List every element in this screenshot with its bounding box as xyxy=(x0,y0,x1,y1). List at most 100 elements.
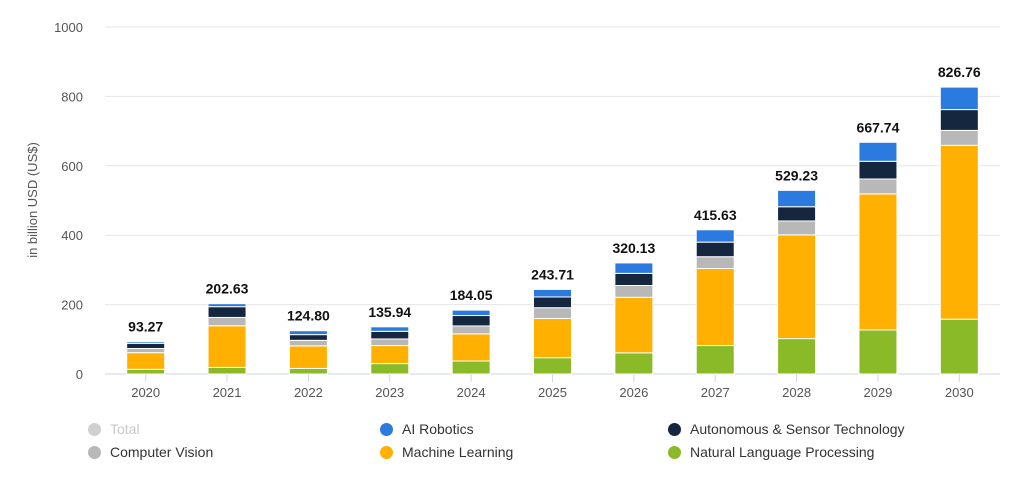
bar-segment-ai-robotics[interactable] xyxy=(614,262,654,274)
bar-segment-ai-robotics[interactable] xyxy=(370,326,410,332)
bar-segment-computer-vision[interactable] xyxy=(614,285,654,298)
legend-item-ai-robotics[interactable]: AI Robotics xyxy=(380,421,474,437)
total-data-label: 243.71 xyxy=(531,266,574,282)
bar-segment-autonomous-sensor-technology[interactable] xyxy=(858,160,898,180)
total-data-label: 135.94 xyxy=(368,304,411,320)
stacked-bar-chart: in billion USD (US$) 0 200 400 600 800 1000 20… xyxy=(25,20,1000,400)
y-tick-label: 0 xyxy=(76,367,83,382)
bar-segment-computer-vision[interactable] xyxy=(777,220,817,236)
bar-segment-autonomous-sensor-technology[interactable] xyxy=(695,241,735,258)
total-data-label: 184.05 xyxy=(450,287,493,303)
x-tick-label: 2023 xyxy=(375,385,404,400)
bar-segment-machine-learning[interactable] xyxy=(207,325,247,368)
bar-segment-machine-learning[interactable] xyxy=(695,268,735,347)
bar-segment-computer-vision[interactable] xyxy=(695,256,735,270)
x-tick-label: 2021 xyxy=(213,385,242,400)
bar-segment-ai-robotics[interactable] xyxy=(777,189,817,208)
legend-label: Autonomous & Sensor Technology xyxy=(690,421,905,437)
bar-segment-ai-robotics[interactable] xyxy=(288,330,328,336)
y-tick-label: 200 xyxy=(61,298,83,313)
bar-segment-machine-learning[interactable] xyxy=(939,144,979,320)
bar-segment-natural-language-processing[interactable] xyxy=(370,363,410,375)
x-tick-label: 2027 xyxy=(701,385,730,400)
bar-segment-natural-language-processing[interactable] xyxy=(451,360,491,375)
bar-segment-computer-vision[interactable] xyxy=(370,338,410,347)
legend-marker xyxy=(668,422,681,436)
legend-label: AI Robotics xyxy=(402,421,474,437)
bar-segment-natural-language-processing[interactable] xyxy=(288,367,328,375)
x-tick-label: 2028 xyxy=(782,385,811,400)
bar-segment-machine-learning[interactable] xyxy=(614,296,654,354)
bar-segment-autonomous-sensor-technology[interactable] xyxy=(614,272,654,287)
total-data-label: 415.63 xyxy=(694,207,737,223)
bar-segment-autonomous-sensor-technology[interactable] xyxy=(777,206,817,222)
bar-segment-autonomous-sensor-technology[interactable] xyxy=(533,296,572,309)
legend-item-total[interactable]: Total xyxy=(88,421,140,437)
legend-label: Computer Vision xyxy=(110,444,214,460)
total-data-label: 320.13 xyxy=(612,240,655,256)
x-tick-label: 2025 xyxy=(538,385,567,400)
bar-segment-autonomous-sensor-technology[interactable] xyxy=(451,315,491,327)
bar-segment-computer-vision[interactable] xyxy=(288,339,328,347)
bar-segment-natural-language-processing[interactable] xyxy=(126,368,166,375)
x-tick-label: 2026 xyxy=(619,385,648,400)
x-tick-label: 2029 xyxy=(863,385,892,400)
bar-segment-ai-robotics[interactable] xyxy=(695,229,735,243)
bar-segment-natural-language-processing[interactable] xyxy=(858,329,898,375)
total-data-label: 529.23 xyxy=(775,167,818,183)
bar-segment-machine-learning[interactable] xyxy=(370,345,410,365)
x-tick-label: 2020 xyxy=(131,385,160,400)
bar-segment-ai-robotics[interactable] xyxy=(939,86,979,111)
bar-segment-machine-learning[interactable] xyxy=(858,193,898,331)
legend-item-nlp[interactable]: Natural Language Processing xyxy=(668,444,874,460)
bar-segment-natural-language-processing[interactable] xyxy=(695,345,735,375)
legend-item-computer-vision[interactable]: Computer Vision xyxy=(88,444,213,460)
legend-marker xyxy=(88,445,101,459)
legend-marker xyxy=(380,445,393,459)
bar-segment-autonomous-sensor-technology[interactable] xyxy=(288,334,328,341)
y-tick-label: 800 xyxy=(61,89,83,104)
bar-segment-autonomous-sensor-technology[interactable] xyxy=(370,330,410,340)
bar-segment-natural-language-processing[interactable] xyxy=(939,318,979,375)
x-tick-label: 2030 xyxy=(945,385,974,400)
total-data-label: 124.80 xyxy=(287,308,330,324)
bar-segment-machine-learning[interactable] xyxy=(533,317,572,359)
bar-segment-machine-learning[interactable] xyxy=(777,234,817,340)
legend-item-machine-learning[interactable]: Machine Learning xyxy=(380,444,513,460)
bar-segment-computer-vision[interactable] xyxy=(126,347,166,354)
bar-segment-machine-learning[interactable] xyxy=(288,345,328,369)
legend-label: Natural Language Processing xyxy=(690,444,875,460)
legend-marker xyxy=(668,445,681,459)
bar-segment-computer-vision[interactable] xyxy=(939,129,979,146)
bar-segment-ai-robotics[interactable] xyxy=(207,303,247,308)
y-tick-label: 1000 xyxy=(54,20,83,35)
bar-segment-computer-vision[interactable] xyxy=(451,325,491,335)
bar-segment-ai-robotics[interactable] xyxy=(858,141,898,162)
legend-item-autonomous[interactable]: Autonomous & Sensor Technology xyxy=(668,421,905,437)
bar-segment-autonomous-sensor-technology[interactable] xyxy=(939,109,979,131)
bar-segment-ai-robotics[interactable] xyxy=(451,309,491,317)
x-tick-label: 2022 xyxy=(294,385,323,400)
total-data-label: 826.76 xyxy=(938,64,981,80)
bar-segment-natural-language-processing[interactable] xyxy=(207,366,247,375)
bar-segment-natural-language-processing[interactable] xyxy=(614,352,654,375)
bar-segment-computer-vision[interactable] xyxy=(533,307,572,319)
bar-segment-computer-vision[interactable] xyxy=(858,178,898,195)
bar-segment-ai-robotics[interactable] xyxy=(533,288,572,298)
total-data-label: 667.74 xyxy=(857,119,900,135)
legend-marker xyxy=(380,422,393,436)
legend-marker xyxy=(88,422,101,436)
y-tick-label: 600 xyxy=(61,159,83,174)
total-data-label: 202.63 xyxy=(206,281,249,297)
bar-segment-autonomous-sensor-technology[interactable] xyxy=(207,306,247,318)
y-tick-label: 400 xyxy=(61,228,83,243)
bar-segment-computer-vision[interactable] xyxy=(207,316,247,327)
bar-segment-autonomous-sensor-technology[interactable] xyxy=(126,342,166,349)
bar-segment-natural-language-processing[interactable] xyxy=(777,338,817,375)
y-axis-label: in billion USD (US$) xyxy=(25,142,40,258)
bar-segment-machine-learning[interactable] xyxy=(451,333,491,362)
bar-segment-natural-language-processing[interactable] xyxy=(533,357,572,375)
bar-segment-machine-learning[interactable] xyxy=(126,352,166,370)
bar-segment-ai-robotics[interactable] xyxy=(126,341,166,344)
x-tick-label: 2024 xyxy=(457,385,486,400)
